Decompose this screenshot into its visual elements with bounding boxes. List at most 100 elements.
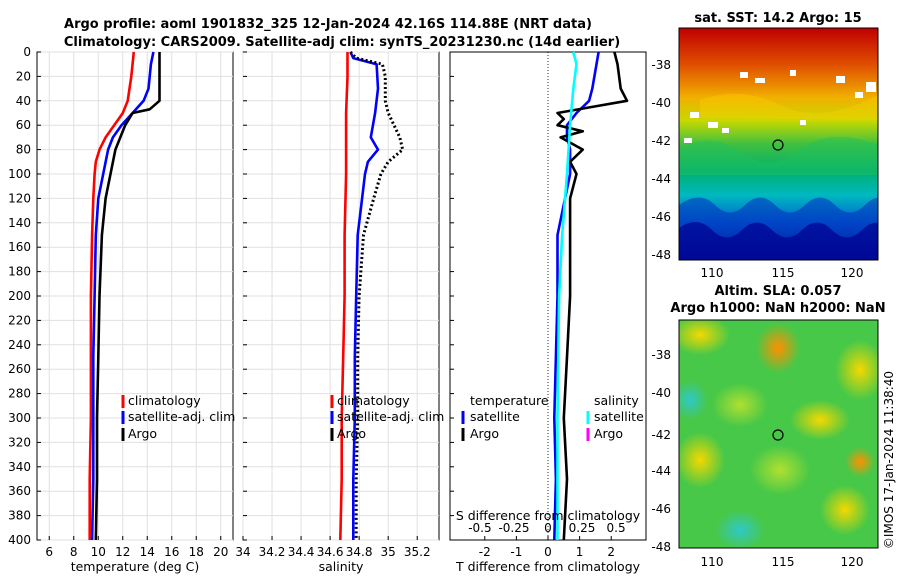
x-tick-label: 18	[189, 545, 204, 559]
salinity-ticks: 34 34.2 34.4 34.6 34.8 35 35.2	[235, 51, 431, 559]
x-tick-label: 2	[607, 545, 615, 559]
salinity-panel: 34 34.2 34.4 34.6 34.8 35 35.2 salinity climat…	[235, 50, 444, 574]
salinity-legend: climatology satellite-adj. clim Argo	[330, 393, 444, 441]
x-tick-label: 34.6	[317, 545, 344, 559]
y-tick-label: 20	[16, 69, 31, 83]
figure-title-line2: Climatology: CARS2009. Satellite-adj cli…	[64, 35, 620, 50]
y-tick-label: 80	[16, 143, 31, 157]
sla-argo-location-marker	[772, 429, 784, 441]
x-tick-label: 8	[70, 545, 78, 559]
sla-ytick: -40	[651, 386, 671, 400]
legend-label-argo: Argo	[337, 426, 366, 441]
x-tick-label: 10	[91, 545, 106, 559]
legend-label-climatology: climatology	[337, 393, 410, 408]
sst-map-title: sat. SST: 14.2 Argo: 15	[694, 11, 861, 26]
sla-xtick: 120	[841, 555, 864, 569]
x-tick-label: 0	[544, 545, 552, 559]
sla-map-frame	[678, 319, 879, 549]
sla-ytick: -46	[651, 502, 671, 516]
x-tick-label: 35.2	[404, 545, 431, 559]
x-tick-label: 35	[381, 545, 396, 559]
difference-xlabel: T difference from climatology	[455, 559, 641, 574]
sst-ytick: -38	[651, 58, 671, 72]
series-line-climatology	[339, 52, 349, 541]
legend-label-s-argo: Argo	[594, 426, 623, 441]
sla-ytick: -44	[651, 464, 671, 478]
series-line-argo	[94, 52, 161, 541]
legend-label-climatology: climatology	[128, 393, 201, 408]
sst-xtick: 115	[772, 266, 795, 280]
temperature-lines	[88, 51, 161, 541]
y-tick-label: 360	[8, 484, 31, 498]
y-tick-label: 100	[8, 167, 31, 181]
series-line-climatology	[88, 51, 136, 540]
x-tick-label: 34.4	[288, 545, 315, 559]
temperature-xlabel: temperature (deg C)	[71, 559, 200, 574]
legend-label-satellite: satellite-adj. clim	[337, 409, 444, 424]
y-tick-label: 140	[8, 216, 31, 230]
legend-label-t-satellite: satellite	[470, 409, 520, 424]
legend-label-t-argo: Argo	[470, 426, 499, 441]
temperature-ticks: 6 8 10 12 14 16 18 2002040608010012014016018020…	[8, 45, 228, 559]
y-tick-label: 160	[8, 240, 31, 254]
legend-title-temperature: temperature	[470, 393, 549, 408]
salinity-xlabel: salinity	[319, 559, 364, 574]
x-tick-label: 14	[140, 545, 155, 559]
y-tick-label: 320	[8, 435, 31, 449]
y-tick-label: 340	[8, 460, 31, 474]
series-line-temperature-argo	[556, 51, 629, 541]
x-tick-label: 6	[45, 545, 53, 559]
x-tick-label: 34.2	[259, 545, 286, 559]
y-tick-label: 280	[8, 387, 31, 401]
sst-ytick: -44	[651, 172, 671, 186]
x-tick-label: -2	[479, 545, 491, 559]
series-line-argo	[349, 50, 405, 540]
y-tick-label: 60	[16, 118, 31, 132]
sla-xtick: 115	[772, 555, 795, 569]
legend-label-s-satellite: satellite	[594, 409, 644, 424]
legend-label-satellite: satellite-adj. clim	[128, 409, 235, 424]
sst-map-ticks: 110 115 120 -38 -40 -42 -44 -46 -48	[651, 58, 863, 280]
difference-ticks: -2 -1 0 1 2 -0.5 -0.25 0 0.25 0.5	[450, 51, 626, 559]
x-tick-label-top: 0	[544, 521, 552, 535]
sla-map-image	[679, 320, 878, 548]
x-tick-label: 34	[235, 545, 250, 559]
temperature-legend: climatology satellite-adj. clim Argo	[121, 393, 235, 441]
y-tick-label: 200	[8, 289, 31, 303]
difference-panel: -2 -1 0 1 2 -0.5 -0.25 0 0.25 0.5 S difference fr…	[449, 51, 647, 574]
sst-ytick: -42	[651, 134, 671, 148]
y-tick-label: 400	[8, 533, 31, 547]
sla-map-title-line1: Altim. SLA: 0.057	[715, 284, 842, 299]
y-tick-label: 0	[23, 45, 31, 59]
sst-map-frame	[678, 27, 879, 261]
x-tick-label-top: -0.25	[498, 521, 529, 535]
legend-title-salinity: salinity	[594, 393, 639, 408]
x-tick-label-top: 0.5	[607, 521, 626, 535]
sst-xtick: 110	[701, 266, 724, 280]
sst-map-panel: sat. SST: 14.2 Argo: 15 110 115 120 -38	[651, 11, 879, 280]
sla-ytick: -42	[651, 428, 671, 442]
sla-ytick: -48	[651, 540, 671, 554]
y-tick-label: 120	[8, 191, 31, 205]
sst-ytick: -46	[651, 210, 671, 224]
sst-ytick: -40	[651, 96, 671, 110]
y-tick-label: 40	[16, 94, 31, 108]
figure-title-line1: Argo profile: aoml 1901832_325 12-Jan-20…	[64, 17, 592, 32]
y-tick-label: 260	[8, 362, 31, 376]
sst-argo-location-marker	[772, 139, 784, 151]
sla-map-panel: Altim. SLA: 0.057 Argo h1000: NaN h2000:…	[651, 284, 885, 569]
sst-ytick: -48	[651, 248, 671, 262]
series-line-satellite-adj-clim	[90, 51, 155, 541]
y-tick-label: 220	[8, 313, 31, 327]
salinity-lines	[339, 50, 405, 541]
series-line-satellite-adj-clim	[349, 51, 380, 540]
x-tick-label: 1	[576, 545, 584, 559]
series-line-salinity-satellite	[556, 51, 578, 540]
y-tick-label: 300	[8, 411, 31, 425]
temperature-grid	[37, 51, 233, 541]
x-tick-label: 12	[115, 545, 130, 559]
imos-timestamp-watermark: ©IMOS 17-Jan-2024 11:38:40	[882, 371, 896, 549]
x-tick-label: -1	[510, 545, 522, 559]
